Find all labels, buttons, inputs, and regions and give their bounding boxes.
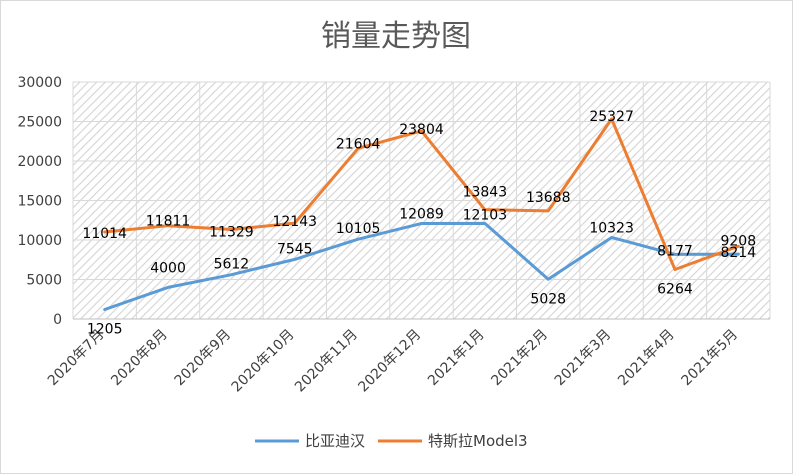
x-tick-label: 2020年10月: [229, 327, 298, 396]
y-tick-label: 10000: [17, 233, 62, 249]
x-tick-label: 2021年3月: [552, 327, 615, 390]
y-tick-label: 15000: [17, 194, 62, 210]
y-tick-label: 20000: [17, 154, 62, 170]
data-label: 4000: [150, 260, 186, 276]
x-tick-label: 2020年11月: [292, 327, 361, 396]
data-label: 5612: [214, 257, 250, 273]
data-label: 8214: [720, 245, 756, 261]
data-label: 11329: [209, 225, 254, 241]
data-label: 12143: [272, 214, 317, 230]
data-label: 10105: [336, 221, 381, 237]
legend-label-0: 比亚迪汉: [305, 432, 365, 450]
series-line-0: [103, 221, 740, 311]
data-label: 8177: [657, 243, 693, 259]
data-label: 21604: [336, 136, 381, 152]
y-tick-label: 5000: [26, 273, 62, 289]
series-lines: [103, 117, 740, 311]
y-tick-label: 30000: [17, 75, 62, 91]
data-labels: 1205 4000 5612 7545 10105 12089 12103 5028 10323…: [82, 109, 756, 338]
x-tick-label: 2020年12月: [355, 327, 424, 396]
x-tick-label: 2021年1月: [425, 327, 488, 390]
x-tick-label: 2020年9月: [172, 327, 235, 390]
data-label: 1205: [87, 321, 123, 337]
data-label: 10323: [589, 220, 634, 236]
x-tick-label: 2021年2月: [488, 327, 551, 390]
series-line-1: [103, 117, 740, 272]
legend-label-1: 特斯拉Model3: [428, 432, 528, 450]
data-label: 11811: [146, 214, 191, 230]
data-label: 7545: [277, 241, 313, 257]
chart-title: 销量走势图: [321, 19, 471, 54]
data-label: 6264: [657, 282, 693, 298]
gridlines: [72, 81, 771, 320]
y-tick-label: 0: [53, 312, 62, 328]
data-label: 12089: [399, 206, 444, 222]
data-label: 25327: [589, 109, 634, 125]
data-label: 23804: [399, 122, 444, 138]
data-label: 9208: [720, 233, 756, 249]
data-label: 5028: [530, 291, 566, 307]
data-label: 13843: [463, 185, 508, 201]
data-label: 12103: [463, 207, 508, 223]
legend: 比亚迪汉 特斯拉Model3: [255, 432, 528, 450]
data-label: 11014: [82, 226, 127, 242]
x-tick-label: 2021年4月: [615, 327, 678, 390]
data-label: 13688: [526, 190, 571, 206]
x-tick-label: 2021年5月: [679, 327, 742, 390]
y-tick-label: 25000: [17, 115, 62, 131]
